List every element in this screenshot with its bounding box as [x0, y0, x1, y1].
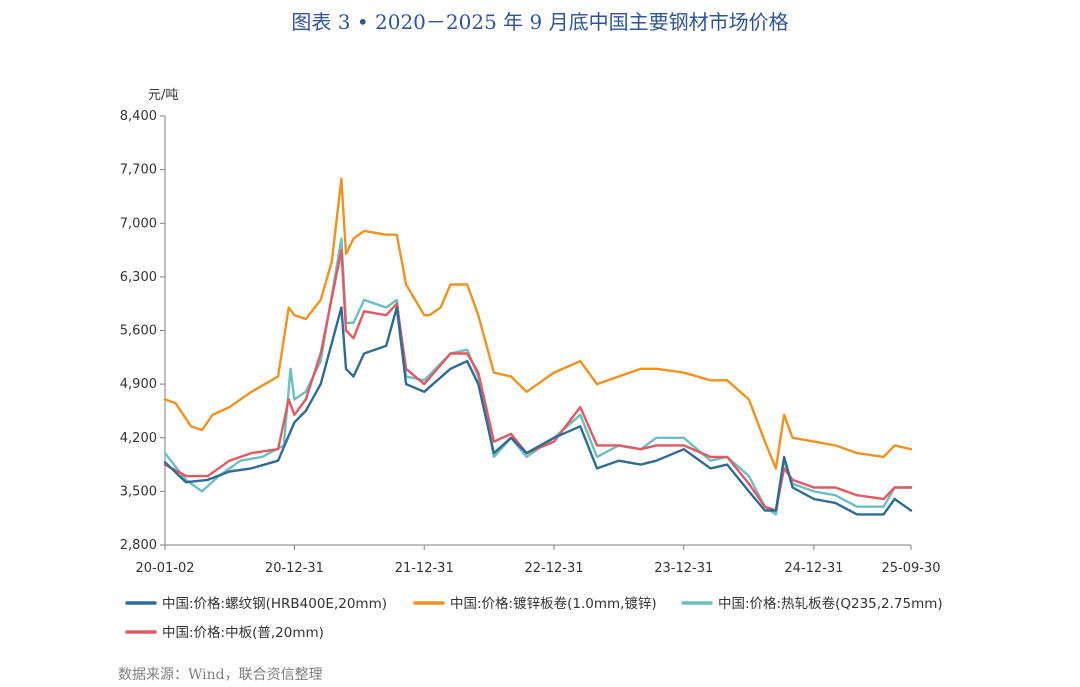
x-tick-label: 20-12-31 — [265, 561, 324, 576]
y-tick-label: 7,700 — [120, 163, 157, 178]
legend-label-hot: 中国:价格:热轧板卷(Q235,2.75mm) — [718, 596, 943, 612]
legend-label-galv: 中国:价格:镀锌板卷(1.0mm,镀锌) — [450, 595, 657, 612]
y-tick-label: 4,900 — [120, 377, 157, 392]
series-line-rebar — [163, 306, 913, 516]
x-tick-label: 23-12-31 — [654, 561, 713, 576]
x-tick-label: 25-09-30 — [881, 561, 940, 576]
y-tick-label: 3,500 — [120, 484, 157, 499]
series-line-galv — [163, 177, 913, 470]
y-tick-label: 5,600 — [120, 324, 157, 339]
x-tick-label: 21-12-31 — [395, 561, 454, 576]
x-tick-label: 24-12-31 — [784, 561, 843, 576]
y-tick-label: 2,800 — [120, 538, 157, 553]
series-line-plate — [163, 248, 913, 512]
x-tick-label: 20-01-02 — [135, 561, 194, 576]
legend-label-plate: 中国:价格:中板(普,20mm) — [162, 625, 324, 641]
y-tick-label: 6,300 — [120, 270, 157, 285]
x-tick-label: 22-12-31 — [524, 561, 583, 576]
y-tick-label: 8,400 — [120, 109, 157, 124]
data-source-note: 数据来源：Wind，联合资信整理 — [118, 667, 323, 683]
y-axis-unit-label: 元/吨 — [148, 88, 179, 103]
chart-title: 图表 3 • 2020－2025 年 9 月底中国主要钢材市场价格 — [291, 10, 789, 34]
legend-label-rebar: 中国:价格:螺纹钢(HRB400E,20mm) — [162, 596, 387, 612]
price-line-chart: 2,800 3,500 4,200 4,900 5,600 6,300 7,000 7,700… — [120, 109, 943, 641]
y-tick-label: 7,000 — [120, 216, 157, 231]
y-tick-label: 4,200 — [120, 431, 157, 446]
